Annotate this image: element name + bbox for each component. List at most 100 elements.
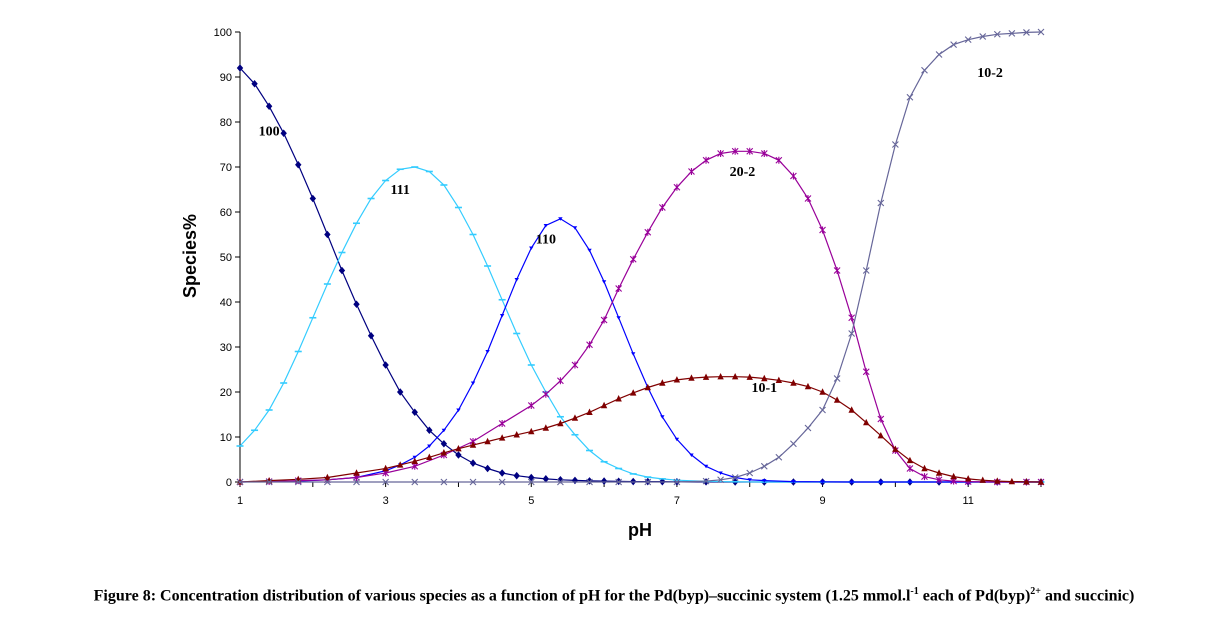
y-tick-label: 50 [220,252,232,264]
data-point-20-2 [790,172,797,180]
data-point-100 [411,408,418,417]
x-tick-label: 11 [962,495,973,507]
data-point-100 [426,426,433,435]
species-distribution-chart: 0 10 20 30 40 50 60 70 80 90 100 1 3 5 7 9 11 100 111 110 2… [180,27,1045,540]
y-tick-label: 100 [214,27,232,39]
data-point-10-2 [775,453,783,461]
data-point-20-2 [862,368,870,376]
data-point-100 [397,388,404,396]
x-axis-label: pH [628,520,652,540]
series-100 [236,64,1045,486]
series-label-100: 100 [259,125,280,140]
data-point-100 [528,473,535,482]
data-point-100 [367,331,375,340]
data-point-10-2 [1023,29,1030,36]
data-point-20-2 [819,226,826,234]
x-tick-label: 3 [383,495,389,507]
data-point-10-2 [906,93,914,101]
data-point-10-2 [469,478,477,486]
series-label-10-1: 10-1 [751,381,777,396]
data-point-20-2 [717,150,724,157]
x-tick-label: 9 [819,495,825,507]
data-point-110 [631,352,636,356]
data-point-10-1 [469,441,477,448]
data-point-110 [747,478,752,482]
series-line-10-2 [240,31,1042,483]
annotation-layer: 100 111 110 20-2 10-1 10-2 [259,66,1003,396]
data-point-20-2 [702,156,710,164]
series-label-10-2: 10-2 [977,66,1003,81]
data-point-10-2 [877,199,885,207]
data-point-110 [587,248,592,253]
data-point-20-2 [527,402,535,409]
data-point-10-2 [353,478,360,486]
data-point-20-2 [833,267,841,274]
data-point-10-2 [993,30,1001,38]
data-point-20-2 [935,476,943,484]
data-point-10-1 [353,469,360,476]
data-point-10-1 [731,373,739,380]
data-point-10-1 [863,418,870,426]
data-point-10-2 [760,462,768,470]
data-point-110 [703,464,709,469]
y-axis-label: Species% [180,214,200,298]
series-label-111: 111 [390,183,409,198]
data-point-110 [849,480,854,484]
data-point-10-2 [862,267,870,274]
data-point-10-2 [615,478,623,486]
data-point-20-2 [848,314,856,322]
data-point-110 [820,480,825,484]
data-point-10-1 [746,373,753,380]
data-point-10-1 [513,431,520,438]
caption-superscript-unit: -1 [910,586,919,597]
data-point-10-1 [615,395,622,402]
data-point-20-2 [557,377,564,385]
data-point-110 [689,453,694,457]
caption-superscript-charge: 2+ [1030,586,1041,597]
data-point-20-2 [586,341,593,349]
data-point-100 [469,459,477,467]
data-point-10-1 [440,449,448,456]
data-point-100 [382,361,389,369]
data-point-10-2 [731,474,739,481]
data-point-110 [427,444,432,448]
data-point-100 [513,471,520,480]
x-tick-label: 5 [528,495,534,507]
data-point-110 [878,480,883,484]
data-point-100 [295,160,302,169]
data-point-10-1 [586,408,593,415]
data-point-20-2 [688,168,695,175]
data-point-20-2 [921,473,928,481]
data-point-10-2 [833,375,841,382]
data-point-10-2 [440,478,448,486]
series-20-2 [236,147,1045,486]
data-point-110 [485,350,490,354]
series-label-110: 110 [536,233,556,248]
data-point-10-2 [964,36,972,44]
series-10-1 [236,373,1045,485]
data-point-110 [572,226,578,230]
data-point-10-2 [891,141,899,148]
data-point-110 [616,316,621,320]
data-point-110 [412,455,417,460]
data-point-10-1 [950,472,957,480]
data-point-110 [660,415,665,419]
data-point-10-2 [236,478,244,486]
data-point-10-2 [1037,28,1045,36]
data-point-10-2 [848,330,856,337]
chart-axes: 0 10 20 30 40 50 60 70 80 90 100 1 3 5 7 9 11 [214,27,1042,507]
data-point-10-1 [382,464,389,472]
series-line-10-1 [239,376,1042,483]
y-tick-label: 80 [220,117,232,129]
series-layer [236,28,1045,486]
y-tick-label: 20 [220,387,232,399]
data-point-110 [441,428,447,433]
data-point-20-2 [906,465,914,472]
data-point-10-2 [294,478,302,486]
data-point-100 [600,477,608,485]
data-point-110 [791,480,796,484]
series-line-110 [239,218,1041,483]
series-10-2 [236,28,1045,486]
y-tick-label: 40 [220,297,232,309]
data-point-10-2 [586,478,593,486]
